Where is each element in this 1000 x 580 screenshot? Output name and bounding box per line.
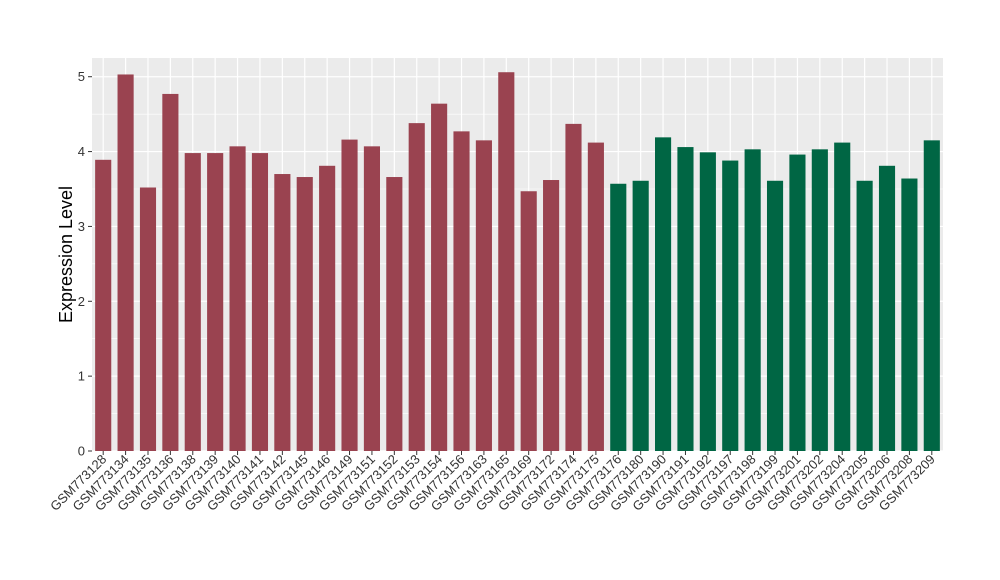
bar-GSM773204 bbox=[834, 142, 851, 452]
bar-GSM773206 bbox=[878, 165, 896, 451]
bar-GSM773142 bbox=[274, 174, 291, 451]
bar-GSM773190 bbox=[655, 137, 672, 451]
bar-GSM773163 bbox=[475, 140, 492, 452]
y-tick-label: 5 bbox=[78, 69, 85, 84]
bar-GSM773139 bbox=[207, 153, 224, 451]
bar-GSM773176 bbox=[610, 183, 627, 451]
bar-GSM773169 bbox=[520, 191, 537, 451]
bar-GSM773191 bbox=[677, 147, 694, 451]
bar-GSM773151 bbox=[363, 146, 380, 451]
bar-GSM773136 bbox=[162, 93, 179, 451]
bar-GSM773199 bbox=[766, 180, 784, 451]
bar-GSM773165 bbox=[498, 72, 515, 452]
bar-GSM773156 bbox=[453, 131, 470, 452]
bars bbox=[95, 72, 940, 452]
x-axis: GSM773128GSM773134GSM773135GSM773136GSM7… bbox=[47, 451, 938, 514]
y-axis-title: Expression Level bbox=[56, 186, 76, 323]
y-tick-label: 2 bbox=[78, 294, 85, 309]
bar-GSM773152 bbox=[386, 177, 403, 451]
bar-GSM773202 bbox=[811, 149, 828, 451]
bar-GSM773154 bbox=[431, 103, 448, 452]
bar-GSM773180 bbox=[632, 180, 649, 451]
bar-GSM773201 bbox=[789, 154, 806, 451]
bar-GSM773174 bbox=[565, 123, 582, 452]
y-tick-label: 1 bbox=[78, 369, 85, 384]
y-axis: 0 1 2 3 4 5 bbox=[78, 69, 92, 459]
bar-GSM773140 bbox=[229, 146, 246, 451]
bar-GSM773146 bbox=[319, 165, 336, 451]
bar-GSM773172 bbox=[543, 180, 560, 451]
bar-GSM773128 bbox=[95, 159, 112, 451]
bar-GSM773192 bbox=[699, 152, 716, 451]
bar-GSM773205 bbox=[856, 180, 873, 451]
bar-GSM773134 bbox=[117, 74, 134, 452]
y-tick-label: 4 bbox=[78, 144, 85, 159]
bar-GSM773198 bbox=[744, 149, 761, 451]
bar-GSM773197 bbox=[722, 160, 739, 451]
bar-GSM773138 bbox=[184, 153, 201, 451]
bar-GSM773145 bbox=[296, 177, 313, 451]
bar-GSM773175 bbox=[587, 142, 604, 452]
bar-GSM773149 bbox=[341, 139, 358, 451]
bar-GSM773208 bbox=[901, 178, 918, 451]
y-tick-label: 3 bbox=[78, 219, 85, 234]
bar-GSM773153 bbox=[408, 123, 425, 451]
bar-GSM773135 bbox=[139, 187, 157, 451]
bar-GSM773209 bbox=[923, 140, 940, 452]
y-tick-label: 0 bbox=[78, 444, 85, 459]
bar-GSM773141 bbox=[251, 153, 269, 451]
